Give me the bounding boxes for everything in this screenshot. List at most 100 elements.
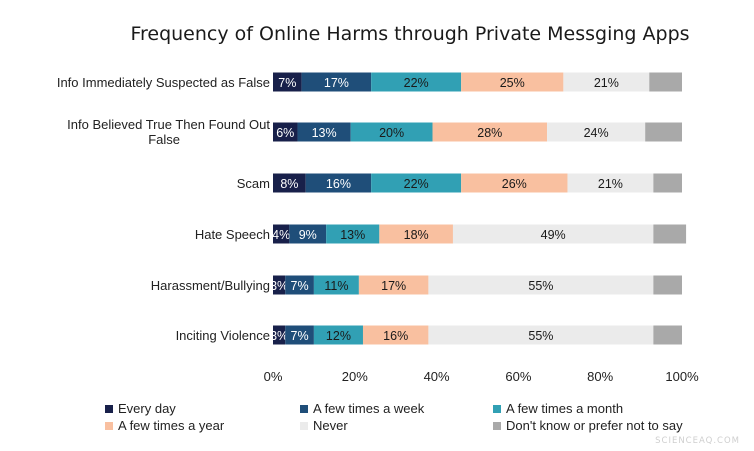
- x-tick-label: 100%: [665, 369, 699, 384]
- bar-segment: [358, 275, 429, 295]
- bar-segment: [379, 224, 453, 244]
- bar-segment: [461, 72, 564, 92]
- data-label: 20%: [379, 126, 404, 140]
- category-label: Inciting Violence: [176, 328, 270, 343]
- legend-swatch: [105, 421, 113, 430]
- legend-swatch: [493, 421, 501, 430]
- legend-item-dont-know: Don't know or prefer not to say: [493, 418, 683, 433]
- bar-segment: [285, 325, 314, 345]
- legend-item-a-few-times-a-year: A few times a year: [105, 418, 224, 433]
- legend-item-a-few-times-a-week: A few times a week: [300, 401, 424, 416]
- legend-item-a-few-times-a-month: A few times a month: [493, 401, 623, 416]
- x-tick-label: 0%: [264, 369, 283, 384]
- data-label: 28%: [477, 126, 502, 140]
- category-label: Info Immediately Suspected as False: [57, 75, 270, 90]
- data-label: 7%: [278, 76, 296, 90]
- data-label: 11%: [324, 279, 348, 293]
- data-label: 3%: [270, 329, 288, 343]
- bar-segment: [653, 325, 682, 345]
- data-label: 7%: [291, 329, 309, 343]
- legend-swatch: [300, 404, 308, 413]
- data-label: 4%: [272, 228, 290, 242]
- bar-segment: [547, 122, 646, 142]
- data-label: 17%: [381, 279, 406, 293]
- legend-label: A few times a month: [506, 401, 624, 416]
- category-label: Scam: [237, 176, 270, 191]
- bar-segment: [305, 173, 372, 193]
- bar-segment: [313, 275, 359, 295]
- data-label: 16%: [383, 329, 408, 343]
- bar-segment: [273, 122, 298, 142]
- data-label: 55%: [528, 279, 553, 293]
- x-tick-label: 60%: [505, 369, 531, 384]
- bar-segment: [371, 173, 462, 193]
- legend-label: A few times a year: [118, 418, 225, 433]
- bar-segment: [289, 224, 327, 244]
- data-label: 17%: [324, 76, 349, 90]
- data-label: 13%: [312, 126, 337, 140]
- legend-label: Don't know or prefer not to say: [506, 418, 683, 433]
- data-label: 21%: [598, 177, 623, 191]
- bar-segment: [273, 72, 302, 92]
- legend-label: A few times a week: [313, 401, 425, 416]
- legend-swatch: [105, 404, 113, 413]
- bar-segment: [645, 122, 682, 142]
- bar-segment: [273, 275, 286, 295]
- bar-segment: [350, 122, 433, 142]
- data-label: 18%: [404, 228, 429, 242]
- bar-segment: [567, 173, 654, 193]
- bar-segment: [297, 122, 351, 142]
- watermark-text: SCIENCEAQ.COM: [655, 436, 740, 446]
- bar-segment: [653, 275, 682, 295]
- bar-segment: [649, 72, 682, 92]
- bar-segment: [432, 122, 548, 142]
- data-label: 26%: [502, 177, 527, 191]
- bar-segment: [285, 275, 314, 295]
- data-label: 16%: [326, 177, 351, 191]
- data-label: 8%: [280, 177, 298, 191]
- bar-segment: [326, 224, 380, 244]
- bar-segment: [653, 224, 687, 244]
- data-label: 55%: [528, 329, 553, 343]
- data-label: 3%: [270, 279, 288, 293]
- bar-segment: [428, 325, 654, 345]
- bar-segment: [362, 325, 429, 345]
- data-label: 25%: [500, 76, 525, 90]
- x-tick-label: 80%: [587, 369, 613, 384]
- bar-segment: [273, 325, 286, 345]
- legend-item-every-day: Every day: [105, 401, 176, 416]
- legend-swatch: [300, 421, 308, 430]
- data-label: 49%: [541, 228, 566, 242]
- bar-segment: [371, 72, 462, 92]
- data-label: 12%: [326, 329, 351, 343]
- data-label: 24%: [584, 126, 609, 140]
- chart-legend: Every day A few times a week A few times…: [105, 401, 705, 437]
- bar-segment: [273, 173, 306, 193]
- category-label: Hate Speech: [195, 227, 270, 242]
- data-label: 21%: [594, 76, 619, 90]
- legend-label: Never: [313, 418, 348, 433]
- bar-segment: [301, 72, 372, 92]
- bar-segment: [653, 173, 682, 193]
- bar-segment: [563, 72, 650, 92]
- chart-title: Frequency of Online Harms through Privat…: [130, 23, 689, 45]
- bar-segment: [452, 224, 654, 244]
- x-tick-label: 20%: [342, 369, 368, 384]
- legend-label: Every day: [118, 401, 176, 416]
- data-label: 13%: [340, 228, 365, 242]
- legend-swatch: [493, 404, 501, 413]
- data-label: 6%: [276, 126, 294, 140]
- bar-segment: [428, 275, 654, 295]
- category-label: Harassment/Bullying: [151, 278, 270, 293]
- bar-segment: [273, 224, 290, 244]
- legend-item-never: Never: [300, 418, 348, 433]
- data-label: 22%: [404, 76, 429, 90]
- x-tick-label: 40%: [424, 369, 450, 384]
- data-label: 7%: [291, 279, 309, 293]
- category-label: Info Believed True Then Found Out False: [67, 117, 270, 147]
- bar-segment: [461, 173, 568, 193]
- data-label: 9%: [299, 228, 317, 242]
- data-label: 22%: [404, 177, 429, 191]
- bar-segment: [313, 325, 363, 345]
